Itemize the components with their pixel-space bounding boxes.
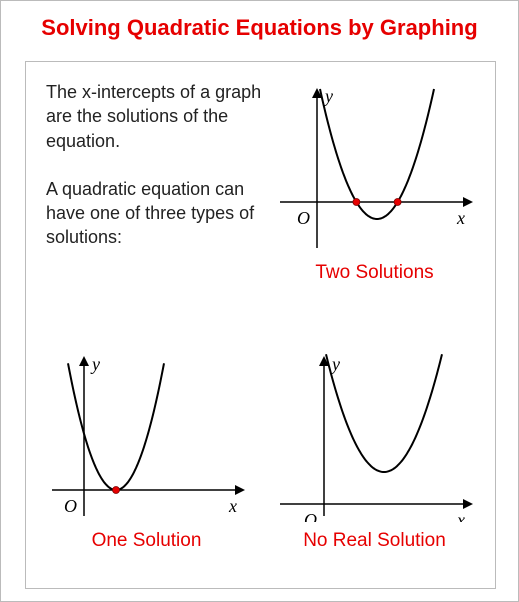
svg-text:x: x: [456, 510, 465, 522]
svg-text:y: y: [90, 354, 100, 374]
svg-text:O: O: [304, 510, 317, 522]
page-title: Solving Quadratic Equations by Graphing: [1, 1, 518, 49]
intro-p1: The x-intercepts of a graph are the solu…: [46, 80, 266, 153]
page-container: Solving Quadratic Equations by Graphing …: [0, 0, 519, 602]
graph-two-solutions-svg: y x O: [272, 84, 477, 254]
graph-two-solutions: y x O Two Solutions: [272, 84, 477, 284]
svg-text:O: O: [64, 496, 77, 516]
intro-text: The x-intercepts of a graph are the solu…: [46, 80, 266, 274]
caption-no-solution: No Real Solution: [272, 530, 477, 552]
svg-text:x: x: [228, 496, 237, 516]
caption-one-solution: One Solution: [44, 530, 249, 552]
graph-no-solution-svg: y x O: [272, 352, 477, 522]
svg-text:x: x: [456, 208, 465, 228]
graph-one-solution: y x O One Solution: [44, 352, 249, 552]
caption-two-solutions: Two Solutions: [272, 262, 477, 284]
svg-text:O: O: [297, 208, 310, 228]
graph-no-solution: y x O No Real Solution: [272, 352, 477, 552]
graph-one-solution-svg: y x O: [44, 352, 249, 522]
intro-p2: A quadratic equation can have one of thr…: [46, 177, 266, 250]
content-box: The x-intercepts of a graph are the solu…: [25, 61, 496, 589]
svg-text:y: y: [323, 86, 333, 106]
svg-text:y: y: [330, 354, 340, 374]
